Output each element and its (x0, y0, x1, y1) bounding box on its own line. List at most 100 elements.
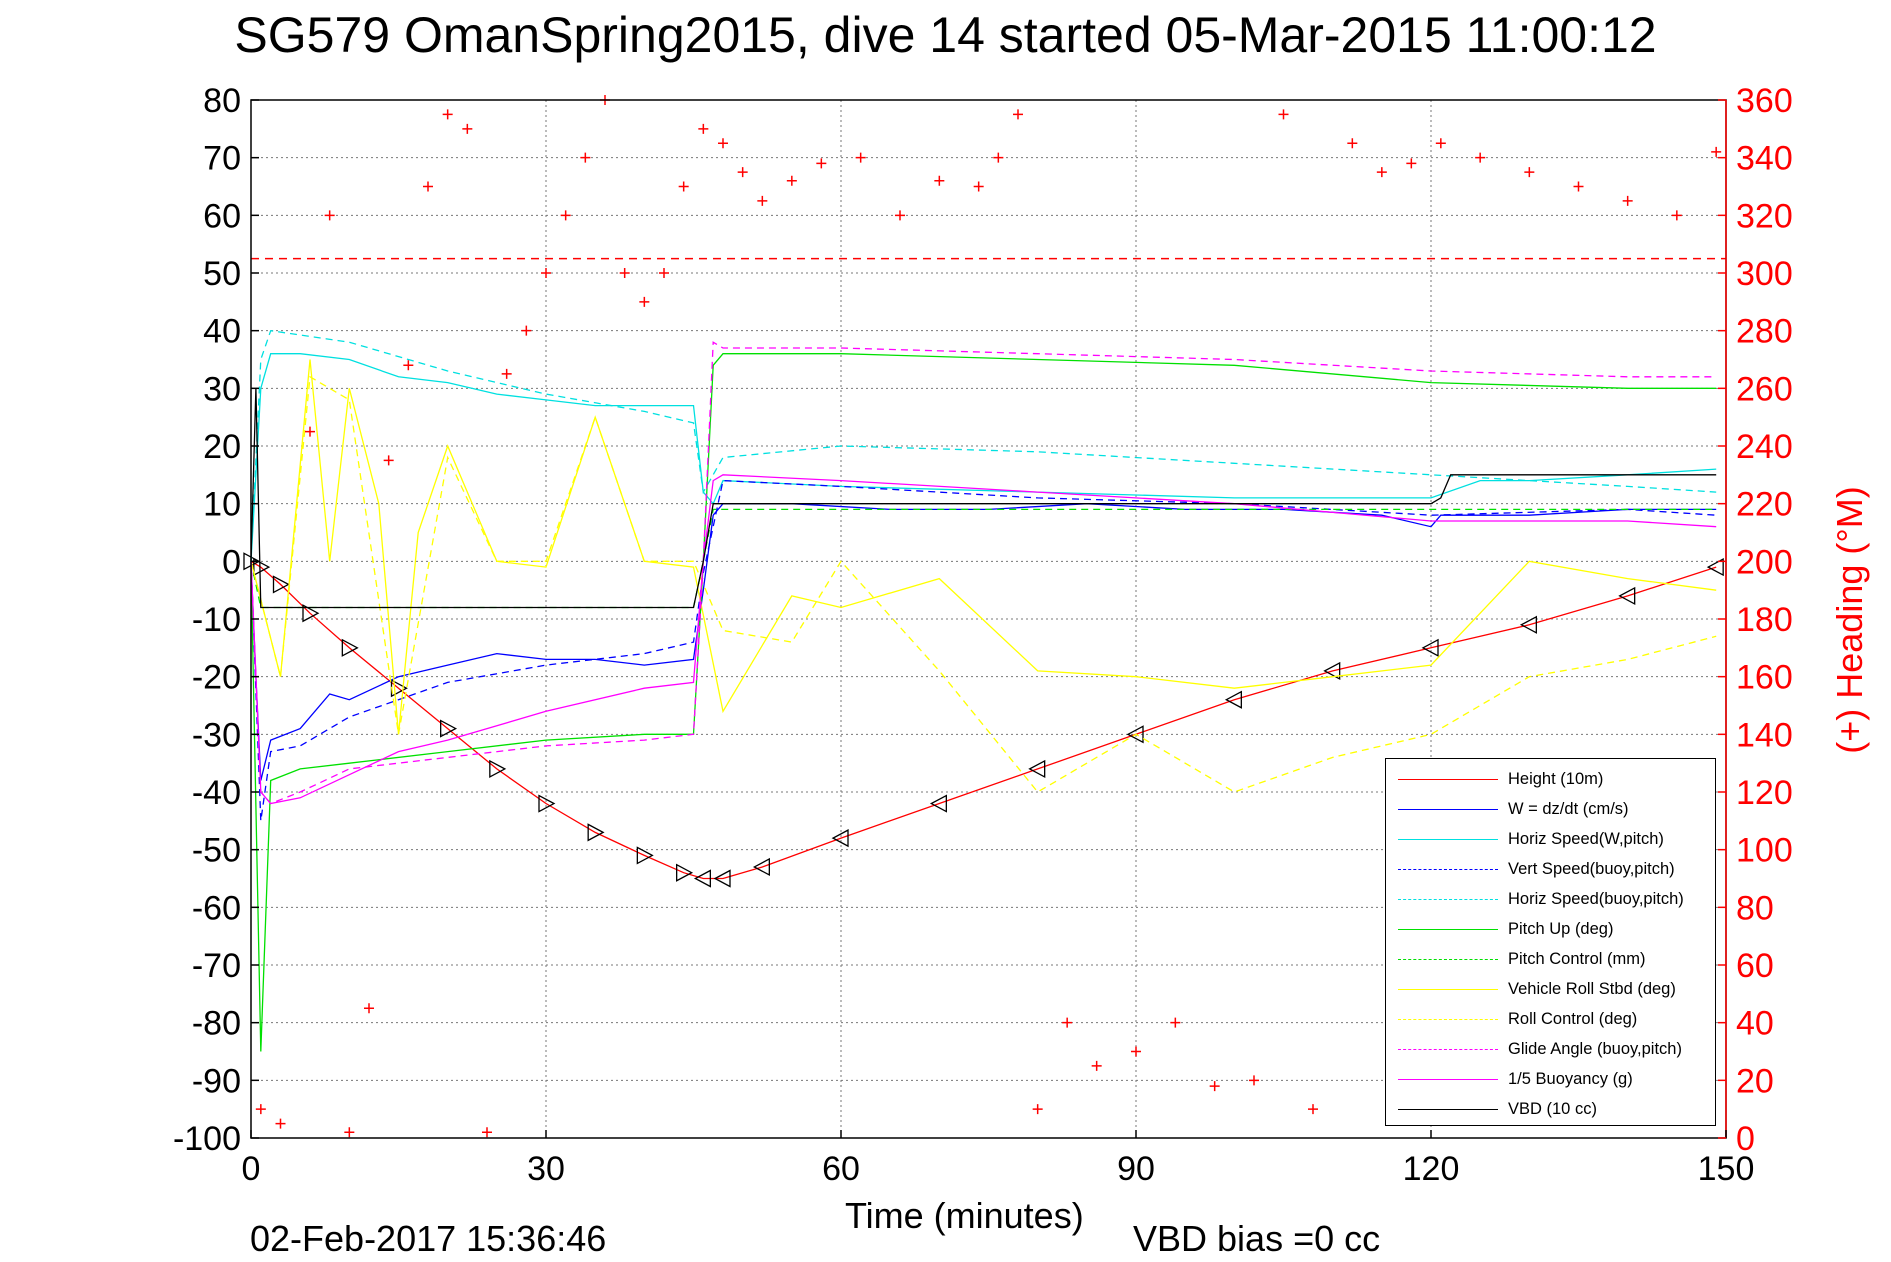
heading-marker (305, 426, 315, 437)
depth-marker (1519, 615, 1537, 634)
legend-label: Vert Speed(buoy,pitch) (1508, 860, 1675, 878)
depth-marker (489, 759, 507, 779)
series-line-pitch-control-mm (250, 508, 1717, 609)
heading-marker (993, 152, 1004, 163)
series-line-roll-control-deg (250, 375, 1717, 793)
heading-marker (442, 109, 453, 120)
depth-marker (538, 794, 556, 813)
legend-swatch (1398, 1109, 1498, 1110)
y-right-tick-label: 300 (1736, 255, 1793, 293)
legend-swatch (1398, 1019, 1498, 1020)
x-tick-label: 90 (1117, 1150, 1155, 1188)
heading-marker (1475, 152, 1486, 163)
y-right-tick-label: 20 (1736, 1062, 1774, 1100)
heading-marker (1435, 138, 1446, 149)
legend-entry: Roll Control (deg) (1386, 1005, 1717, 1035)
series-line-horiz-speed-buoy-pitch (250, 329, 1717, 562)
legend-entry: Horiz Speed(W,pitch) (1386, 825, 1717, 855)
axis-ticks: 0 30 60 90 120 150-100-90-80-70-60-50-40-30-2… (173, 82, 1793, 1188)
y-right-tick-label: 280 (1736, 313, 1793, 351)
depth-marker (752, 857, 770, 877)
legend-label: Pitch Control (mm) (1508, 950, 1646, 968)
heading-marker (1671, 210, 1682, 221)
heading-marker (639, 296, 650, 307)
depth-marker (302, 604, 320, 623)
heading-marker (786, 175, 797, 186)
legend-entry: Vehicle Roll Stbd (deg) (1386, 975, 1717, 1005)
series-line-w-dz-dt-cm-s (250, 503, 1717, 781)
y-left-tick-label: -100 (173, 1120, 241, 1158)
y-left-tick-label: -60 (192, 889, 241, 927)
heading-marker (1278, 109, 1289, 120)
heading-marker (678, 181, 689, 192)
legend-entry: Pitch Up (deg) (1386, 915, 1717, 945)
legend-label: Pitch Up (deg) (1508, 920, 1614, 938)
y-left-tick-label: -40 (192, 774, 241, 812)
legend-swatch (1398, 929, 1498, 930)
legend-swatch (1398, 989, 1498, 990)
y-right-tick-label: 180 (1736, 601, 1793, 639)
heading-marker (1711, 146, 1722, 157)
depth-marker (1421, 638, 1439, 657)
heading-marker (659, 268, 669, 278)
heading-marker (501, 368, 512, 379)
heading-marker (482, 1127, 492, 1138)
depth-marker (1706, 558, 1724, 577)
heading-marker (1131, 1046, 1141, 1057)
heading-marker (1376, 167, 1387, 178)
legend-swatch (1398, 809, 1498, 810)
series-line-height-10m (250, 560, 1717, 880)
y-left-tick-label: 40 (203, 313, 241, 351)
y-right-tick-label: 200 (1736, 543, 1793, 581)
y-left-tick-label: 30 (203, 370, 241, 408)
y-left-tick-label: -50 (192, 832, 241, 870)
depth-marker (1224, 690, 1242, 709)
legend-entry: Horiz Speed(buoy,pitch) (1386, 885, 1717, 915)
depth-marker (676, 863, 694, 882)
y-right-tick-label: 340 (1736, 140, 1793, 178)
heading-marker (403, 360, 414, 371)
depth-marker (831, 829, 849, 848)
chart-legend: Height (10m) W = dz/dt (cm/s) Horiz Speed(… (1385, 758, 1716, 1126)
heading-marker (619, 268, 630, 278)
legend-entry: Pitch Control (mm) (1386, 945, 1717, 975)
y-right-tick-label: 240 (1736, 428, 1793, 466)
x-tick-label: 150 (1698, 1150, 1755, 1188)
legend-label: Height (10m) (1508, 770, 1604, 788)
heading-marker (275, 1118, 286, 1129)
legend-entry: Glide Angle (buoy,pitch) (1386, 1035, 1717, 1065)
x-tick-label: 30 (527, 1150, 565, 1188)
y-right-tick-label: 100 (1736, 832, 1793, 870)
legend-label: 1/5 Buoyancy (g) (1508, 1070, 1633, 1088)
heading-marker (737, 167, 748, 178)
heading-marker (934, 175, 945, 186)
heading-marker (255, 1104, 266, 1115)
heading-marker (364, 1003, 374, 1014)
right-axis-label: (+) Heading (°M) (1829, 486, 1870, 753)
depth-marker (929, 794, 947, 813)
heading-marker (973, 181, 984, 192)
heading-marker (1573, 181, 1584, 192)
series-line-vert-speed-buoy-pitch (250, 479, 1717, 821)
heading-marker (462, 123, 473, 134)
heading-marker (344, 1127, 355, 1138)
heading-marker (1209, 1081, 1220, 1092)
heading-marker (1170, 1017, 1181, 1028)
y-left-tick-label: 20 (203, 428, 241, 466)
heading-marker (1524, 167, 1535, 178)
heading-marker (698, 123, 709, 134)
legend-label: Glide Angle (buoy,pitch) (1508, 1040, 1682, 1058)
y-left-tick-label: -30 (192, 716, 241, 754)
heading-marker (718, 138, 728, 149)
heading-marker (1032, 1104, 1043, 1115)
y-right-tick-label: 40 (1736, 1005, 1774, 1043)
vbd-bias-label: VBD bias =0 cc (1133, 1218, 1381, 1259)
legend-label: Roll Control (deg) (1508, 1010, 1638, 1028)
y-right-tick-label: 160 (1736, 659, 1793, 697)
series-line-vbd-10-cc (250, 388, 1717, 609)
depth-marker (693, 869, 711, 888)
y-left-tick-label: 80 (203, 82, 241, 120)
series-layer (243, 95, 1726, 1138)
plot-datestamp: 02-Feb-2017 15:36:46 (250, 1218, 607, 1259)
depth-marker (636, 846, 654, 865)
